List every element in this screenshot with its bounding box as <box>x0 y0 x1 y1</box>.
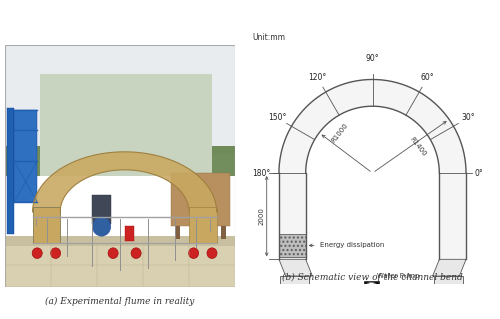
Text: (b) Schematic view of the channel bend: (b) Schematic view of the channel bend <box>282 273 463 282</box>
Text: Unit:mm: Unit:mm <box>253 33 286 42</box>
Circle shape <box>108 248 118 258</box>
Bar <box>5 146 235 175</box>
Text: Water Pump: Water Pump <box>377 272 420 278</box>
Circle shape <box>188 248 198 258</box>
Bar <box>32 207 60 243</box>
Text: Energy dissipation: Energy dissipation <box>310 242 384 249</box>
Text: 2000: 2000 <box>258 207 264 225</box>
Text: R1400: R1400 <box>409 136 428 157</box>
Bar <box>14 110 37 202</box>
Circle shape <box>207 248 217 258</box>
Bar <box>124 226 134 241</box>
Text: 30°: 30° <box>461 113 475 122</box>
Bar <box>5 243 235 287</box>
Bar <box>32 207 60 243</box>
Text: (a) Experimental flume in reality: (a) Experimental flume in reality <box>46 297 195 306</box>
Bar <box>434 276 462 301</box>
Polygon shape <box>412 285 434 293</box>
Text: 120°: 120° <box>308 73 326 82</box>
Polygon shape <box>432 259 466 276</box>
Text: 90°: 90° <box>366 54 380 63</box>
Text: 150°: 150° <box>268 113 286 122</box>
Text: 180°: 180° <box>252 168 270 177</box>
Polygon shape <box>279 259 312 276</box>
Text: 60°: 60° <box>421 73 434 82</box>
Bar <box>92 195 111 224</box>
Bar <box>175 226 180 239</box>
Circle shape <box>131 248 141 258</box>
Bar <box>280 276 309 301</box>
Text: R1000: R1000 <box>331 122 349 144</box>
Circle shape <box>92 217 111 236</box>
Bar <box>279 234 305 256</box>
Bar <box>221 226 226 239</box>
Bar <box>8 108 14 234</box>
Bar <box>364 281 379 296</box>
Circle shape <box>32 248 42 258</box>
Bar <box>170 173 230 226</box>
Bar <box>440 173 466 259</box>
Bar <box>40 74 212 175</box>
Circle shape <box>50 248 60 258</box>
Polygon shape <box>32 152 216 212</box>
Polygon shape <box>309 285 332 293</box>
Circle shape <box>366 282 378 295</box>
Polygon shape <box>279 79 466 173</box>
Bar <box>279 173 305 259</box>
Bar <box>189 207 216 243</box>
Bar <box>5 236 235 246</box>
Bar <box>5 45 235 154</box>
Text: 0°: 0° <box>474 168 483 177</box>
